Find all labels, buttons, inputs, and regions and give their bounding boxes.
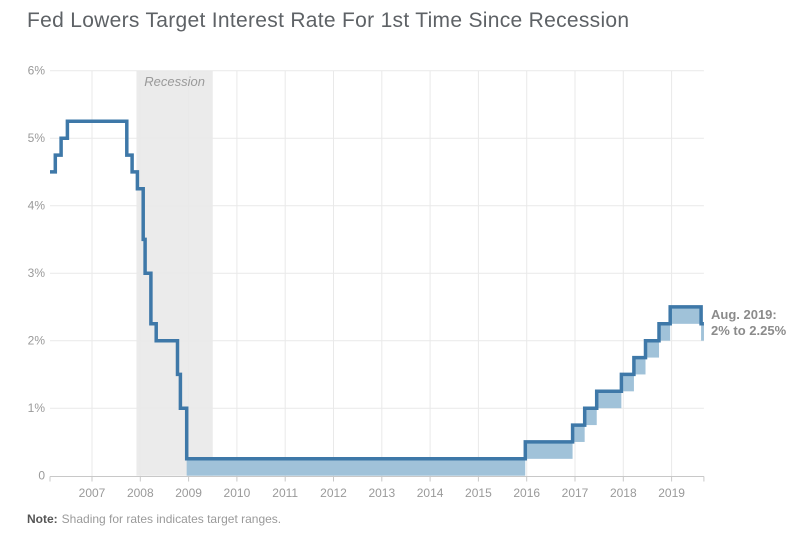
recession-label: Recession [144, 74, 205, 89]
target-range-band [701, 323, 704, 341]
y-tick-label: 4% [28, 199, 46, 213]
target-range-band [186, 458, 526, 476]
x-tick-label: 2008 [127, 486, 154, 500]
x-tick-label: 2014 [417, 486, 444, 500]
target-range-band [572, 425, 585, 442]
chart-title: Fed Lowers Target Interest Rate For 1st … [27, 9, 630, 32]
annotation-date: Aug. 2019: [711, 307, 777, 322]
x-tick-label: 2018 [610, 486, 637, 500]
x-tick-label: 2015 [465, 486, 492, 500]
target-range-band [621, 374, 634, 392]
target-range-band [525, 441, 573, 459]
x-tick-label: 2009 [175, 486, 202, 500]
target-range-band [633, 357, 646, 375]
y-tick-label: 6% [28, 64, 46, 78]
x-tick-label: 2019 [658, 486, 685, 500]
target-range-band [596, 391, 622, 409]
annotation-range: 2% to 2.25% [711, 323, 787, 338]
y-tick-label: 1% [28, 401, 46, 415]
footnote-text: Shading for rates indicates target range… [61, 512, 282, 526]
x-tick-label: 2012 [320, 486, 347, 500]
y-tick-label: 2% [28, 334, 46, 348]
x-tick-label: 2011 [272, 486, 298, 500]
y-tick-label: 5% [28, 131, 46, 145]
target-range-band [670, 306, 702, 324]
y-tick-label: 0 [38, 469, 45, 483]
x-tick-label: 2010 [224, 486, 251, 500]
latest-rate-annotation: Aug. 2019: 2% to 2.25% [711, 307, 786, 339]
x-tick-label: 2013 [368, 486, 395, 500]
x-tick-label: 2017 [562, 486, 589, 500]
target-range-band [645, 340, 660, 358]
footnote-label: Note: [27, 512, 58, 526]
footnote: Note: Shading for rates indicates target … [27, 512, 281, 526]
target-range-band [584, 408, 597, 426]
target-range-band [659, 323, 671, 341]
x-tick-label: 2007 [79, 486, 106, 500]
y-tick-label: 3% [28, 266, 46, 280]
target-rate-line [50, 119, 704, 461]
x-tick-label: 2016 [513, 486, 540, 500]
